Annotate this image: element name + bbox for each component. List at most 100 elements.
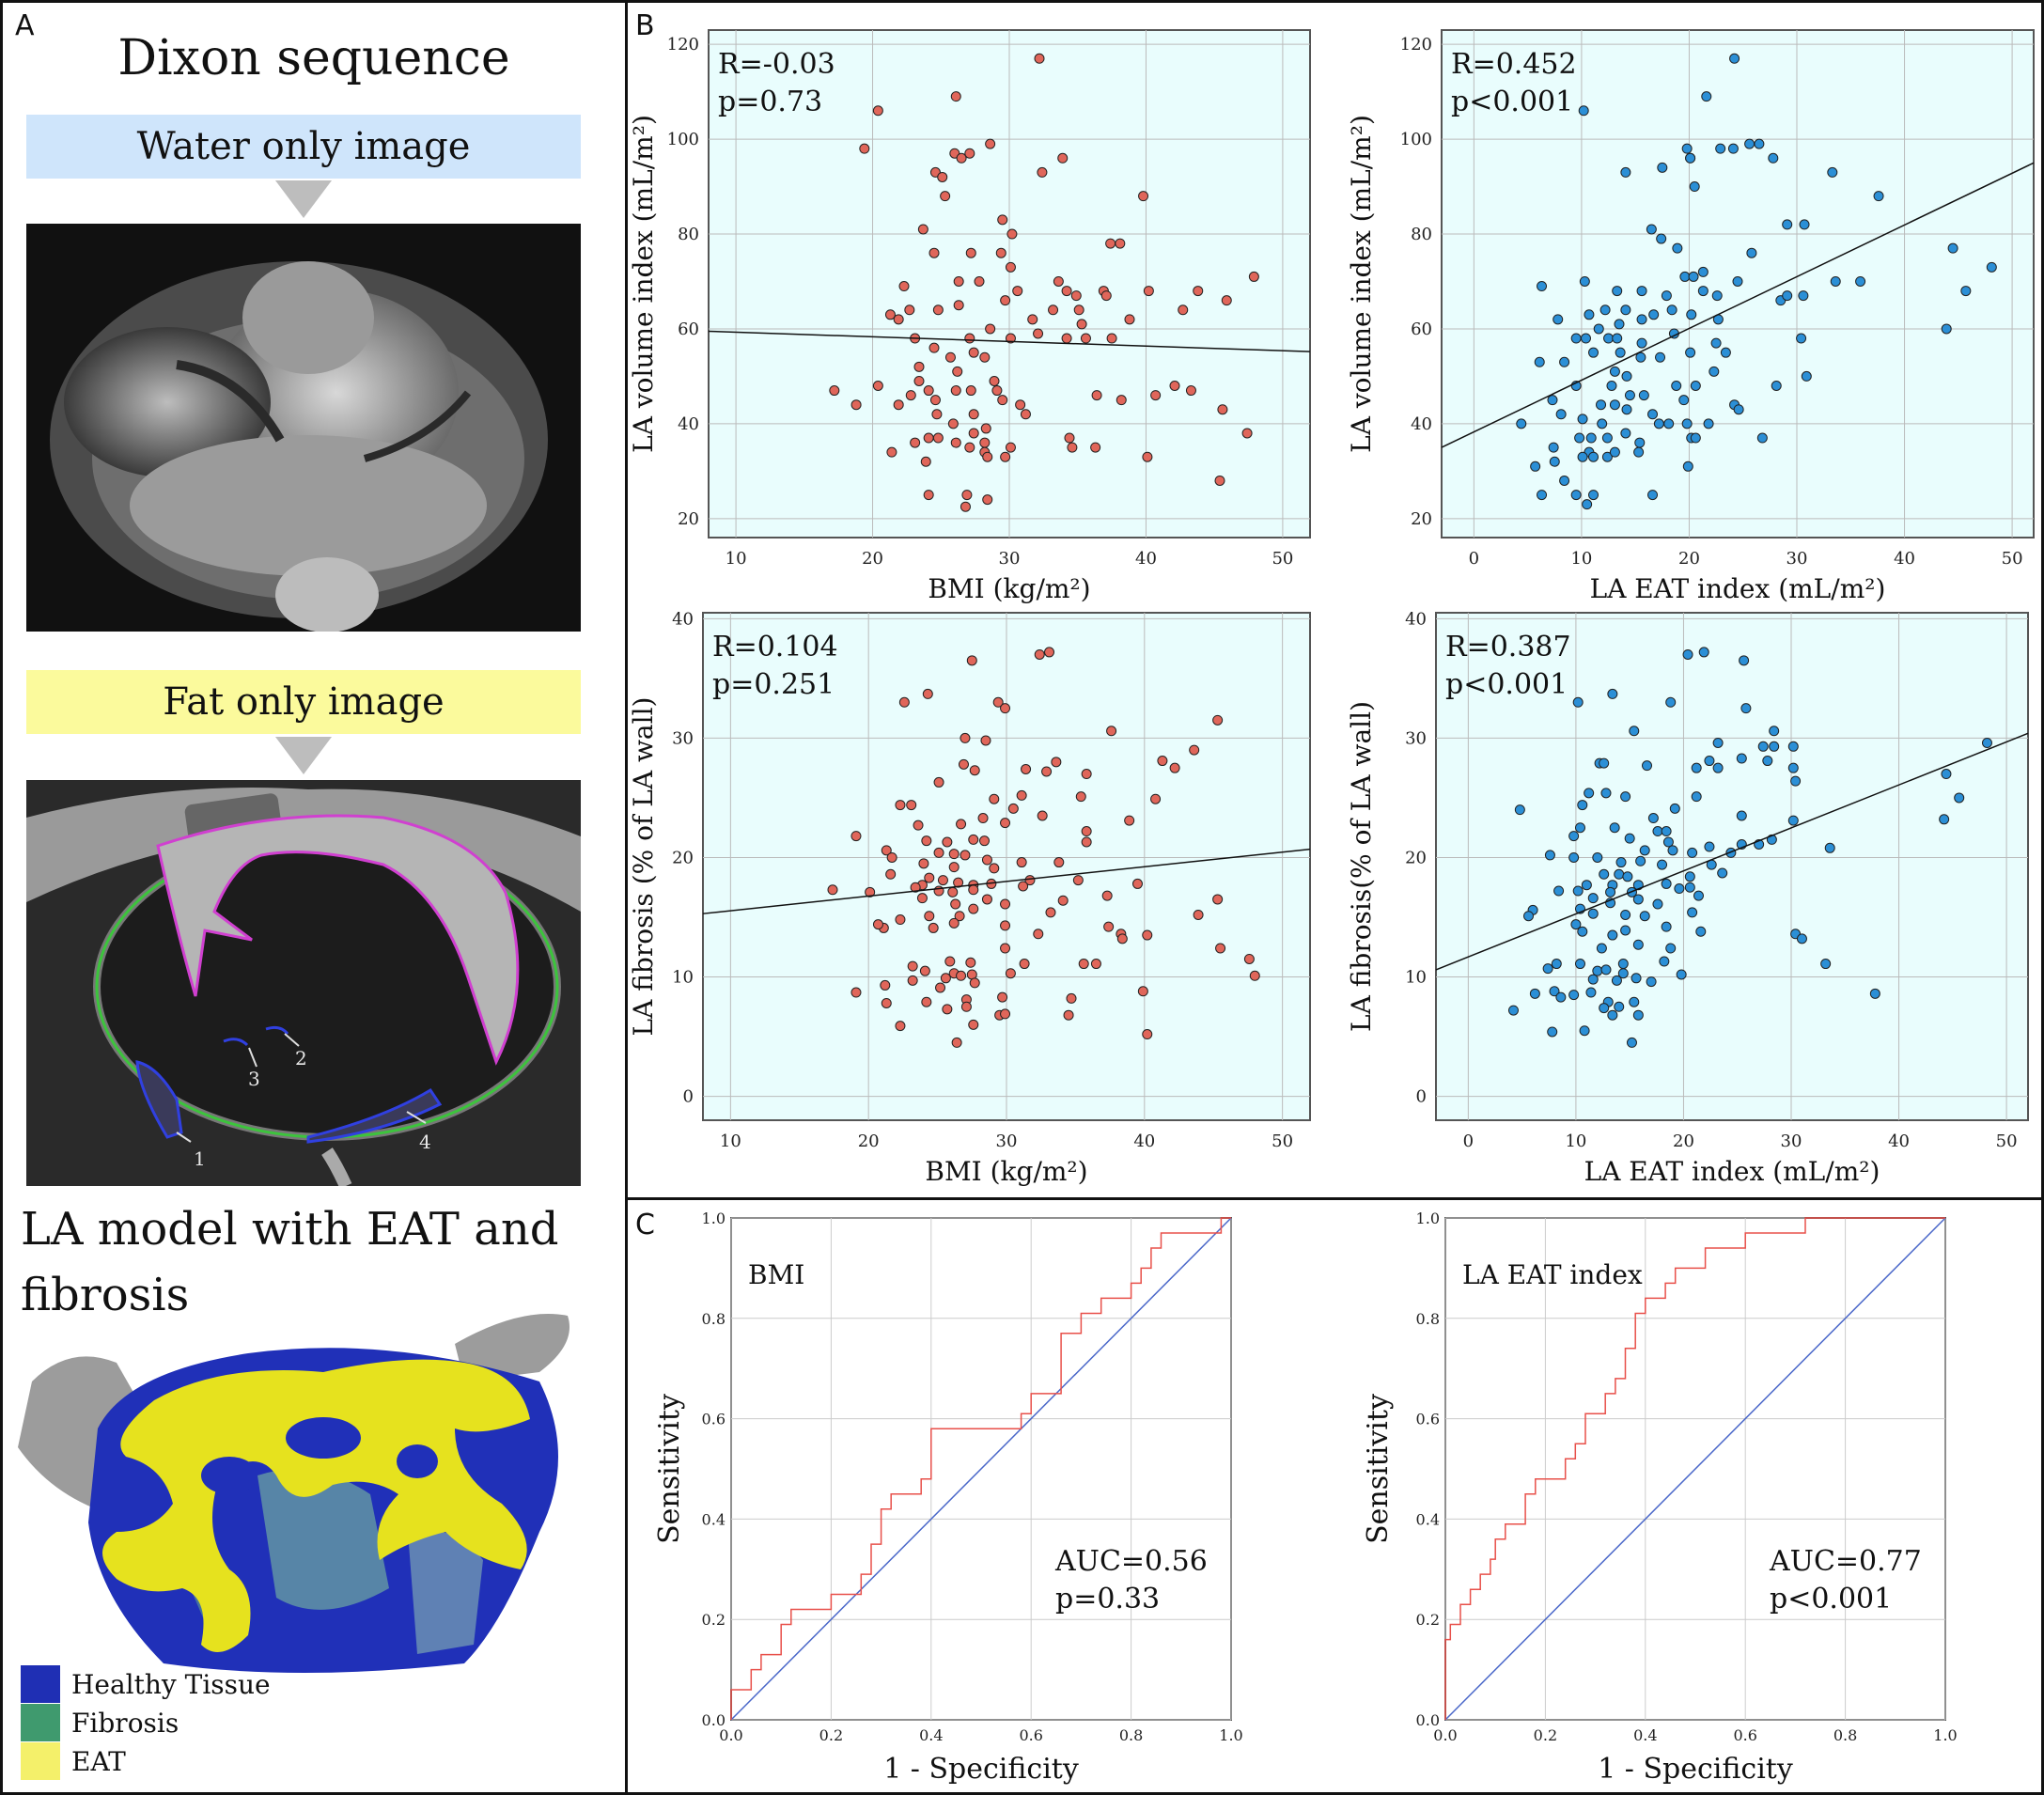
data-point xyxy=(1000,451,1011,462)
data-point xyxy=(910,437,921,448)
data-point xyxy=(1007,803,1019,814)
x-tick-label: 0.4 xyxy=(1633,1726,1657,1744)
y-tick-label: 60 xyxy=(1411,320,1432,339)
data-point xyxy=(1620,791,1631,803)
data-point xyxy=(928,922,939,933)
data-point xyxy=(917,224,928,235)
data-point xyxy=(1611,975,1622,986)
x-tick-label: 40 xyxy=(1133,1132,1155,1151)
data-point xyxy=(1018,881,1029,892)
x-tick-label: 0.0 xyxy=(719,1726,742,1744)
reference-diagonal xyxy=(730,1217,1232,1721)
data-point xyxy=(1584,309,1595,320)
data-point xyxy=(951,1037,962,1048)
data-point xyxy=(1544,850,1555,861)
data-point xyxy=(913,361,925,372)
x-tick-label: 30 xyxy=(1781,1132,1802,1151)
data-point xyxy=(1034,648,1045,660)
data-point xyxy=(1048,304,1059,316)
data-point xyxy=(907,975,918,986)
data-point xyxy=(929,395,941,406)
y-tick-label: 80 xyxy=(1411,225,1432,244)
water-only-image xyxy=(26,224,581,632)
legend-eat: EAT xyxy=(21,1742,126,1780)
data-point xyxy=(1581,880,1592,891)
data-point xyxy=(1580,333,1591,344)
data-point xyxy=(1116,933,1128,944)
data-point xyxy=(1596,943,1607,954)
data-point xyxy=(1021,763,1032,774)
stat-r: R=-0.03 xyxy=(718,48,835,81)
y-tick-label: 80 xyxy=(678,225,699,244)
data-point xyxy=(968,884,979,896)
data-point xyxy=(1638,390,1649,401)
y-tick-label: 20 xyxy=(1405,848,1427,867)
x-tick-label: 50 xyxy=(1272,1132,1293,1151)
data-point xyxy=(1057,895,1069,906)
data-point xyxy=(932,304,944,316)
data-point xyxy=(895,914,906,926)
data-point xyxy=(1703,418,1714,429)
data-point xyxy=(1547,395,1558,406)
data-point xyxy=(1131,878,1143,889)
data-point xyxy=(1534,356,1545,367)
data-point xyxy=(1169,762,1180,773)
data-point xyxy=(1620,304,1631,316)
data-point xyxy=(1006,228,1018,240)
data-point xyxy=(1057,152,1069,164)
water-mri-drawing xyxy=(26,224,581,632)
data-point xyxy=(1570,919,1582,930)
data-point xyxy=(1214,475,1225,486)
data-point xyxy=(850,831,862,842)
data-point xyxy=(1005,442,1016,453)
regression-line xyxy=(702,848,1311,914)
data-point xyxy=(1601,451,1613,462)
data-point xyxy=(1597,418,1608,429)
data-point xyxy=(1624,833,1635,844)
data-point xyxy=(1603,333,1615,344)
roc-auc: AUC=0.56 xyxy=(1054,1545,1208,1578)
roc-curve xyxy=(730,1217,1231,1720)
data-point xyxy=(1954,792,1965,804)
data-point xyxy=(1000,818,1011,829)
data-point xyxy=(977,813,989,824)
x-tick-label: 0.8 xyxy=(1833,1726,1857,1744)
data-point xyxy=(850,399,862,411)
data-point xyxy=(1727,143,1739,154)
la-model-render xyxy=(13,1288,596,1692)
data-point xyxy=(1757,741,1769,752)
x-axis-label: LA EAT index (mL/m²) xyxy=(1590,573,1886,604)
data-point xyxy=(1687,907,1698,918)
data-point xyxy=(1632,939,1644,950)
data-point xyxy=(1185,385,1196,397)
data-point xyxy=(922,688,933,699)
data-point xyxy=(884,309,896,320)
x-tick-label: 20 xyxy=(858,1132,880,1151)
data-point xyxy=(937,171,948,182)
data-point xyxy=(880,979,891,991)
data-point xyxy=(1593,323,1604,335)
data-point xyxy=(1015,399,1026,411)
panel-c-frame xyxy=(625,1197,2044,1795)
data-point xyxy=(1647,490,1659,501)
data-point xyxy=(1005,968,1016,979)
data-point xyxy=(1585,432,1597,444)
data-point xyxy=(1549,986,1560,997)
data-point xyxy=(928,247,940,258)
data-point xyxy=(1632,1009,1644,1021)
data-point xyxy=(827,884,838,896)
data-point xyxy=(1635,351,1646,363)
data-point xyxy=(1733,404,1744,415)
data-point xyxy=(1684,871,1695,882)
x-axis-label: 1 - Specificity xyxy=(883,1753,1079,1786)
x-tick-label: 30 xyxy=(999,549,1021,569)
data-point xyxy=(1016,857,1027,868)
model-title-line1: LA model with EAT and xyxy=(21,1203,559,1256)
data-point xyxy=(1101,890,1113,901)
data-point xyxy=(1801,370,1812,382)
data-point xyxy=(953,275,964,287)
data-point xyxy=(1787,762,1799,773)
x-tick-label: 0.2 xyxy=(819,1726,843,1744)
data-point xyxy=(1587,908,1599,919)
data-point xyxy=(1676,969,1687,980)
